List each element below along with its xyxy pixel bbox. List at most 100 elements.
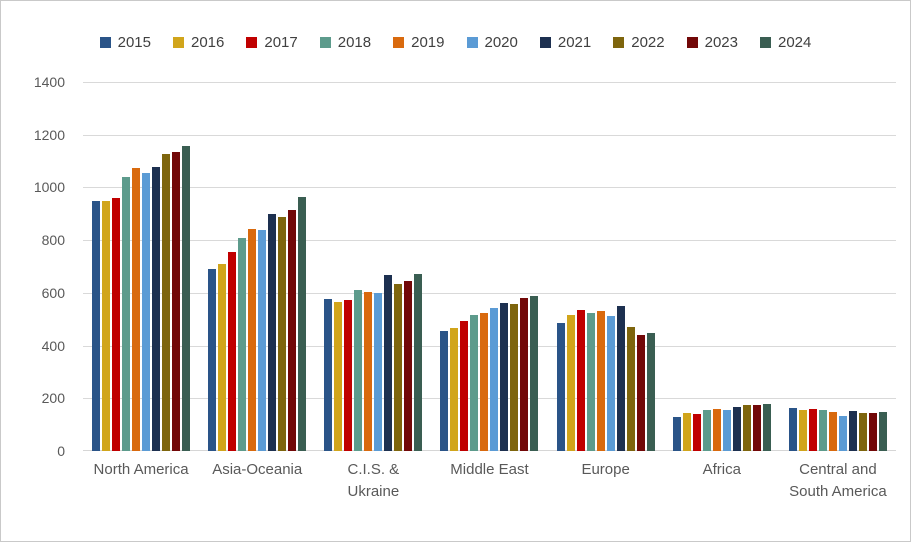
- legend-label: 2020: [484, 34, 518, 51]
- bar-2021: [848, 411, 857, 451]
- legend-item-2023: 2023: [686, 34, 738, 51]
- plot-area: [83, 82, 896, 451]
- bar-groups: [83, 82, 896, 451]
- bar-2019: [828, 412, 837, 451]
- bar-group: [780, 82, 896, 451]
- legend-swatch-icon: [760, 37, 771, 48]
- bar-2022: [162, 154, 171, 451]
- legend-swatch-icon: [393, 37, 405, 48]
- bar-2016: [798, 410, 807, 451]
- bar-2022: [510, 304, 519, 451]
- bar-group: [664, 82, 780, 451]
- bar-2023: [520, 298, 529, 451]
- bar-2024: [414, 274, 423, 451]
- legend-swatch-icon: [539, 37, 551, 48]
- bar-2024: [530, 296, 539, 451]
- bar-2021: [152, 167, 161, 451]
- bar-group: [83, 82, 199, 451]
- bar-2021: [500, 303, 509, 451]
- bar-group: [548, 82, 664, 451]
- legend-item-2019: 2019: [393, 34, 445, 51]
- legend-swatch-icon: [686, 37, 698, 48]
- x-category-label: Central and South America: [789, 461, 887, 500]
- bar-2015: [92, 201, 101, 451]
- gridline: [83, 240, 896, 241]
- legend-label: 2021: [557, 34, 592, 51]
- bar-2015: [324, 299, 333, 451]
- gridline: [83, 82, 896, 83]
- gridline: [83, 135, 896, 136]
- bar-2023: [636, 335, 645, 451]
- legend-swatch-icon: [466, 37, 478, 48]
- y-tick-label: 1000: [33, 179, 65, 195]
- bar-2020: [258, 230, 267, 451]
- bar-2020: [374, 293, 383, 451]
- legend-item-2015: 2015: [99, 34, 151, 51]
- legend-swatch-icon: [319, 37, 331, 48]
- bar-2024: [182, 146, 191, 451]
- bar-group: [315, 82, 431, 451]
- x-axis-line: [83, 450, 896, 451]
- bar-2019: [248, 229, 257, 451]
- bar-2017: [112, 198, 121, 451]
- bar-2023: [404, 281, 413, 451]
- legend-item-2020: 2020: [466, 34, 518, 51]
- legend-item-2021: 2021: [539, 34, 592, 51]
- bar-2020: [606, 316, 615, 451]
- x-category-label: North America: [93, 461, 189, 478]
- bar-2021: [384, 275, 393, 451]
- legend-label: 2017: [264, 34, 298, 51]
- legend-swatch-icon: [99, 37, 111, 48]
- bar-2020: [838, 416, 847, 451]
- bar-2018: [354, 290, 363, 451]
- bar-2016: [450, 328, 459, 451]
- x-category-label: Asia-Oceania: [212, 461, 303, 478]
- bar-2017: [228, 252, 237, 451]
- bar-2016: [334, 302, 343, 451]
- y-tick-label: 1200: [33, 127, 65, 143]
- y-tick-label: 800: [41, 232, 65, 248]
- x-category-label: Europe: [581, 461, 630, 478]
- y-tick-label: 400: [41, 338, 65, 354]
- legend-swatch-icon: [246, 37, 258, 48]
- chart-legend: 2015 2016 2017 2018 2019 2020 2021 2022 2023 2024: [1, 34, 910, 51]
- gridline: [83, 187, 896, 188]
- bar-2017: [576, 310, 585, 451]
- x-axis-labels: North America Asia-Oceania C.I.S. & Ukrain…: [83, 459, 896, 503]
- bar-2015: [556, 323, 565, 451]
- bar-2024: [878, 412, 887, 451]
- bar-2018: [122, 177, 131, 451]
- gridline: [83, 346, 896, 347]
- bar-2024: [298, 197, 307, 451]
- bar-group: [199, 82, 315, 451]
- bar-2018: [470, 315, 479, 451]
- bar-2018: [818, 410, 827, 451]
- bar-2024: [762, 404, 771, 451]
- bar-2021: [732, 407, 741, 451]
- bar-2017: [344, 300, 353, 451]
- legend-label: 2024: [778, 34, 812, 51]
- bar-2018: [586, 313, 595, 451]
- legend-label: 2019: [411, 34, 445, 51]
- bar-2020: [722, 410, 731, 451]
- bar-2017: [460, 321, 469, 451]
- gridline: [83, 293, 896, 294]
- gridline: [83, 398, 896, 399]
- bar-2023: [752, 405, 761, 451]
- bar-2023: [868, 413, 877, 451]
- bar-2022: [742, 405, 751, 451]
- bar-2021: [268, 214, 277, 451]
- bar-2019: [132, 168, 141, 451]
- y-tick-label: 1400: [33, 74, 65, 90]
- x-category-label: Africa: [702, 461, 741, 478]
- legend-label: 2023: [704, 34, 738, 51]
- bar-2023: [172, 152, 181, 451]
- bar-2015: [788, 408, 797, 451]
- bar-2022: [858, 413, 867, 451]
- x-category-label: C.I.S. & Ukraine: [347, 461, 400, 500]
- bar-2016: [566, 315, 575, 451]
- bar-2019: [596, 311, 605, 451]
- bar-2018: [702, 410, 711, 451]
- legend-swatch-icon: [173, 37, 184, 48]
